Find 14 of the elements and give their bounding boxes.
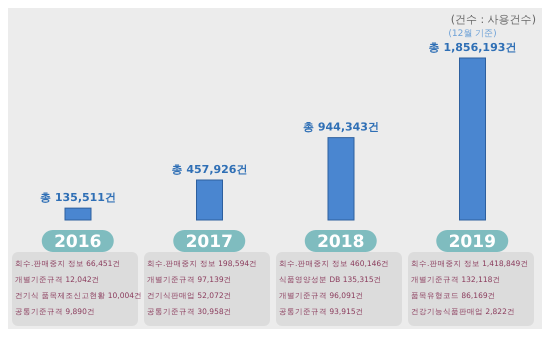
x-tick-label: 2019	[448, 232, 496, 252]
data-label: 총 457,926건	[172, 163, 248, 176]
bar	[328, 137, 354, 220]
bar	[196, 180, 223, 220]
text: (12월 기준)	[448, 29, 497, 39]
data-label: 총 1,856,193건	[428, 41, 516, 54]
text: (건수 : 사용건수)	[450, 12, 536, 27]
bar	[459, 58, 486, 220]
data-label: 총 135,511건	[40, 191, 116, 204]
bar	[64, 208, 92, 220]
data-label: 총 944,343건	[303, 120, 379, 134]
x-tick-label: 2017	[186, 232, 233, 252]
x-tick-label: 2018	[317, 232, 364, 252]
x-tick-label: 2016	[54, 232, 102, 252]
